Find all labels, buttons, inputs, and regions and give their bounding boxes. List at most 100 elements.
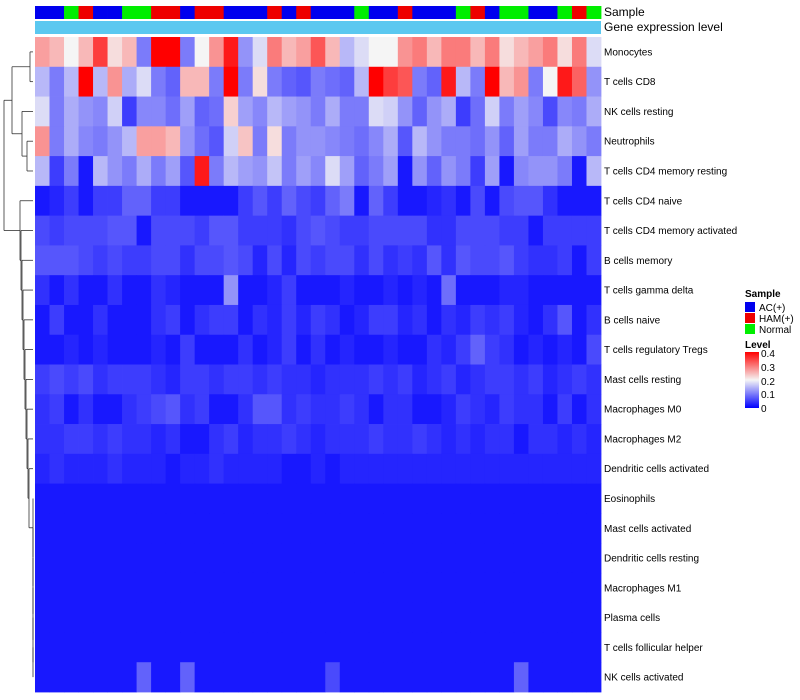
heatmap-cell <box>528 334 544 365</box>
heatmap-cell <box>78 275 94 306</box>
heatmap-cell <box>513 304 529 336</box>
heatmap-cell <box>165 364 181 395</box>
heatmap-cell <box>339 66 355 97</box>
heatmap-cell <box>136 96 152 127</box>
sample-annotation-cell <box>470 6 486 19</box>
heatmap-cell <box>180 572 196 604</box>
heatmap-cell <box>194 37 210 68</box>
heatmap-cell <box>339 185 355 217</box>
heatmap-cell <box>412 662 428 693</box>
heatmap-cell <box>455 126 471 157</box>
heatmap-cell <box>499 453 515 484</box>
heatmap-cell <box>122 602 137 633</box>
heatmap-cell <box>586 513 602 544</box>
heatmap-cell <box>557 364 573 395</box>
heatmap-cell <box>339 156 355 187</box>
heatmap-cell <box>397 483 413 514</box>
heatmap-cell <box>296 156 312 187</box>
heatmap-cell <box>354 215 370 246</box>
heatmap-cell <box>238 96 254 127</box>
sample-annotation-cell <box>368 6 384 19</box>
heatmap-cell <box>325 334 341 365</box>
heatmap-cell <box>136 245 152 276</box>
heatmap-cell <box>557 602 573 633</box>
heatmap-cell <box>122 304 137 336</box>
heatmap-cell <box>252 364 268 395</box>
heatmap-cell <box>542 275 558 306</box>
heatmap-cell <box>252 572 268 604</box>
sample-annotation-cell <box>441 6 457 19</box>
heatmap-cell <box>484 453 500 484</box>
heatmap-cell <box>180 245 196 276</box>
heatmap-cell <box>325 602 341 633</box>
heatmap-cell <box>571 215 587 246</box>
gene-expression-annotation-bar <box>35 21 601 34</box>
heatmap-cell <box>296 572 312 604</box>
heatmap-cell <box>64 632 79 663</box>
legend-label-normal: Normal <box>759 325 791 336</box>
heatmap-cell <box>412 37 428 68</box>
heatmap-cell <box>35 96 50 127</box>
heatmap-cell <box>35 364 50 395</box>
row-label: T cells follicular helper <box>604 643 703 654</box>
row-label: Dendritic cells resting <box>604 554 699 565</box>
heatmap-cell <box>267 156 283 187</box>
heatmap-cell <box>499 543 515 574</box>
heatmap-cell <box>296 662 312 693</box>
heatmap-cell <box>223 453 239 484</box>
heatmap-cell <box>223 334 239 365</box>
heatmap-cell <box>151 572 167 604</box>
heatmap-cell <box>64 543 79 574</box>
heatmap-cell <box>484 66 500 97</box>
heatmap-cell <box>499 483 515 514</box>
row-label: Mast cells activated <box>604 524 691 535</box>
heatmap-cell <box>571 632 587 663</box>
heatmap-cell <box>165 215 181 246</box>
heatmap-cell <box>209 304 225 336</box>
heatmap-cell <box>455 572 471 604</box>
sample-annotation-cell <box>49 6 65 19</box>
heatmap-cell <box>165 275 181 306</box>
heatmap-cell <box>354 37 370 68</box>
heatmap-cell <box>64 424 79 455</box>
heatmap-cell <box>296 126 312 157</box>
heatmap-cell <box>542 662 558 693</box>
heatmap-cell <box>426 424 442 455</box>
heatmap-cell <box>368 394 384 425</box>
heatmap-cell <box>470 602 486 633</box>
heatmap-cell <box>513 513 529 544</box>
heatmap-cell <box>484 602 500 633</box>
heatmap-cell <box>165 156 181 187</box>
heatmap-cell <box>93 37 108 68</box>
heatmap-cell <box>441 394 457 425</box>
heatmap-cell <box>368 275 384 306</box>
heatmap-cell <box>513 334 529 365</box>
heatmap-cell <box>571 245 587 276</box>
heatmap-cell <box>455 66 471 97</box>
heatmap-cell <box>499 126 515 157</box>
heatmap-cell <box>441 513 457 544</box>
heatmap-cell <box>238 245 254 276</box>
heatmap-cell <box>354 543 370 574</box>
row-label: Macrophages M1 <box>604 583 682 594</box>
heatmap-cell <box>542 632 558 663</box>
heatmap-cell <box>107 215 123 246</box>
heatmap-cell <box>122 275 137 306</box>
heatmap-cell <box>513 66 529 97</box>
heatmap-cell <box>455 215 471 246</box>
heatmap-cell <box>354 96 370 127</box>
heatmap-cell <box>557 96 573 127</box>
heatmap-cell <box>571 483 587 514</box>
heatmap-cell <box>383 453 399 484</box>
heatmap-cell <box>528 543 544 574</box>
heatmap-cell <box>281 66 297 97</box>
heatmap-cell <box>528 185 544 217</box>
heatmap-cell <box>151 96 167 127</box>
sample-annotation-cell <box>325 6 341 19</box>
heatmap-cell <box>252 394 268 425</box>
heatmap-cell <box>194 424 210 455</box>
heatmap-cell <box>78 37 94 68</box>
heatmap-cell <box>35 602 50 633</box>
heatmap-cell <box>93 632 108 663</box>
heatmap-cell <box>571 662 587 693</box>
